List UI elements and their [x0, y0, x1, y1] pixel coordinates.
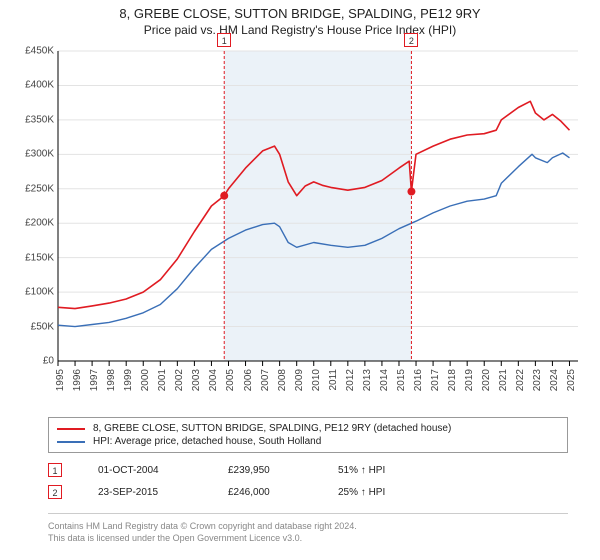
x-tick-label: 2008 — [277, 369, 288, 391]
x-tick-label: 2007 — [260, 369, 271, 391]
y-tick-label: £200K — [10, 218, 54, 229]
x-tick-label: 2003 — [191, 369, 202, 391]
legend-item: 8, GREBE CLOSE, SUTTON BRIDGE, SPALDING,… — [57, 422, 559, 435]
legend-swatch — [57, 428, 85, 430]
tx-price: £246,000 — [228, 487, 338, 498]
x-tick-label: 2016 — [413, 369, 424, 391]
tx-pct: 51% ↑ HPI — [338, 465, 448, 476]
x-tick-label: 2023 — [532, 369, 543, 391]
x-tick-label: 2012 — [345, 369, 356, 391]
x-tick-label: 2002 — [174, 369, 185, 391]
footer-line: This data is licensed under the Open Gov… — [48, 532, 568, 544]
page-subtitle: Price paid vs. HM Land Registry's House … — [0, 21, 600, 41]
x-tick-label: 2011 — [328, 369, 339, 391]
x-tick-label: 1999 — [123, 369, 134, 391]
x-tick-label: 2010 — [311, 369, 322, 391]
tx-date: 01-OCT-2004 — [98, 465, 228, 476]
legend-label: HPI: Average price, detached house, Sout… — [93, 436, 321, 447]
y-tick-label: £150K — [10, 252, 54, 263]
x-tick-label: 2000 — [140, 369, 151, 391]
x-tick-label: 2024 — [549, 369, 560, 391]
x-tick-label: 2025 — [566, 369, 577, 391]
page-title: 8, GREBE CLOSE, SUTTON BRIDGE, SPALDING,… — [0, 0, 600, 21]
x-tick-label: 2014 — [379, 369, 390, 391]
x-tick-label: 2017 — [430, 369, 441, 391]
x-tick-label: 2022 — [515, 369, 526, 391]
chart-container: £0 £50K £100K £150K £200K £250K £300K £350K £400… — [10, 41, 590, 411]
tx-date: 23-SEP-2015 — [98, 487, 228, 498]
x-tick-label: 2006 — [243, 369, 254, 391]
chart-tx-marker: 2 — [404, 33, 418, 47]
table-row: 2 23-SEP-2015 £246,000 25% ↑ HPI — [48, 481, 568, 503]
footer: Contains HM Land Registry data © Crown c… — [48, 513, 568, 544]
price-chart — [10, 41, 590, 411]
chart-tx-marker: 1 — [217, 33, 231, 47]
y-tick-label: £350K — [10, 114, 54, 125]
legend-swatch — [57, 441, 85, 443]
legend-label: 8, GREBE CLOSE, SUTTON BRIDGE, SPALDING,… — [93, 423, 451, 434]
x-tick-label: 2013 — [362, 369, 373, 391]
x-tick-label: 2001 — [157, 369, 168, 391]
transaction-table: 1 01-OCT-2004 £239,950 51% ↑ HPI 2 23-SE… — [48, 459, 568, 503]
x-tick-label: 2019 — [464, 369, 475, 391]
tx-pct: 25% ↑ HPI — [338, 487, 448, 498]
x-tick-label: 1995 — [55, 369, 66, 391]
y-tick-label: £450K — [10, 46, 54, 57]
x-tick-label: 2021 — [498, 369, 509, 391]
x-tick-label: 1996 — [72, 369, 83, 391]
y-tick-label: £300K — [10, 149, 54, 160]
x-tick-label: 2004 — [208, 369, 219, 391]
x-tick-label: 2020 — [481, 369, 492, 391]
legend-item: HPI: Average price, detached house, Sout… — [57, 435, 559, 448]
x-tick-label: 2009 — [294, 369, 305, 391]
chart-legend: 8, GREBE CLOSE, SUTTON BRIDGE, SPALDING,… — [48, 417, 568, 453]
tx-marker-icon: 1 — [48, 463, 62, 477]
y-tick-label: £50K — [10, 321, 54, 332]
x-tick-label: 2015 — [396, 369, 407, 391]
x-tick-label: 1998 — [106, 369, 117, 391]
y-tick-label: £0 — [10, 356, 54, 367]
x-tick-label: 2018 — [447, 369, 458, 391]
tx-price: £239,950 — [228, 465, 338, 476]
tx-marker-icon: 2 — [48, 485, 62, 499]
y-tick-label: £400K — [10, 80, 54, 91]
y-tick-label: £250K — [10, 183, 54, 194]
y-tick-label: £100K — [10, 287, 54, 298]
table-row: 1 01-OCT-2004 £239,950 51% ↑ HPI — [48, 459, 568, 481]
x-tick-label: 1997 — [89, 369, 100, 391]
footer-line: Contains HM Land Registry data © Crown c… — [48, 520, 568, 532]
x-tick-label: 2005 — [225, 369, 236, 391]
